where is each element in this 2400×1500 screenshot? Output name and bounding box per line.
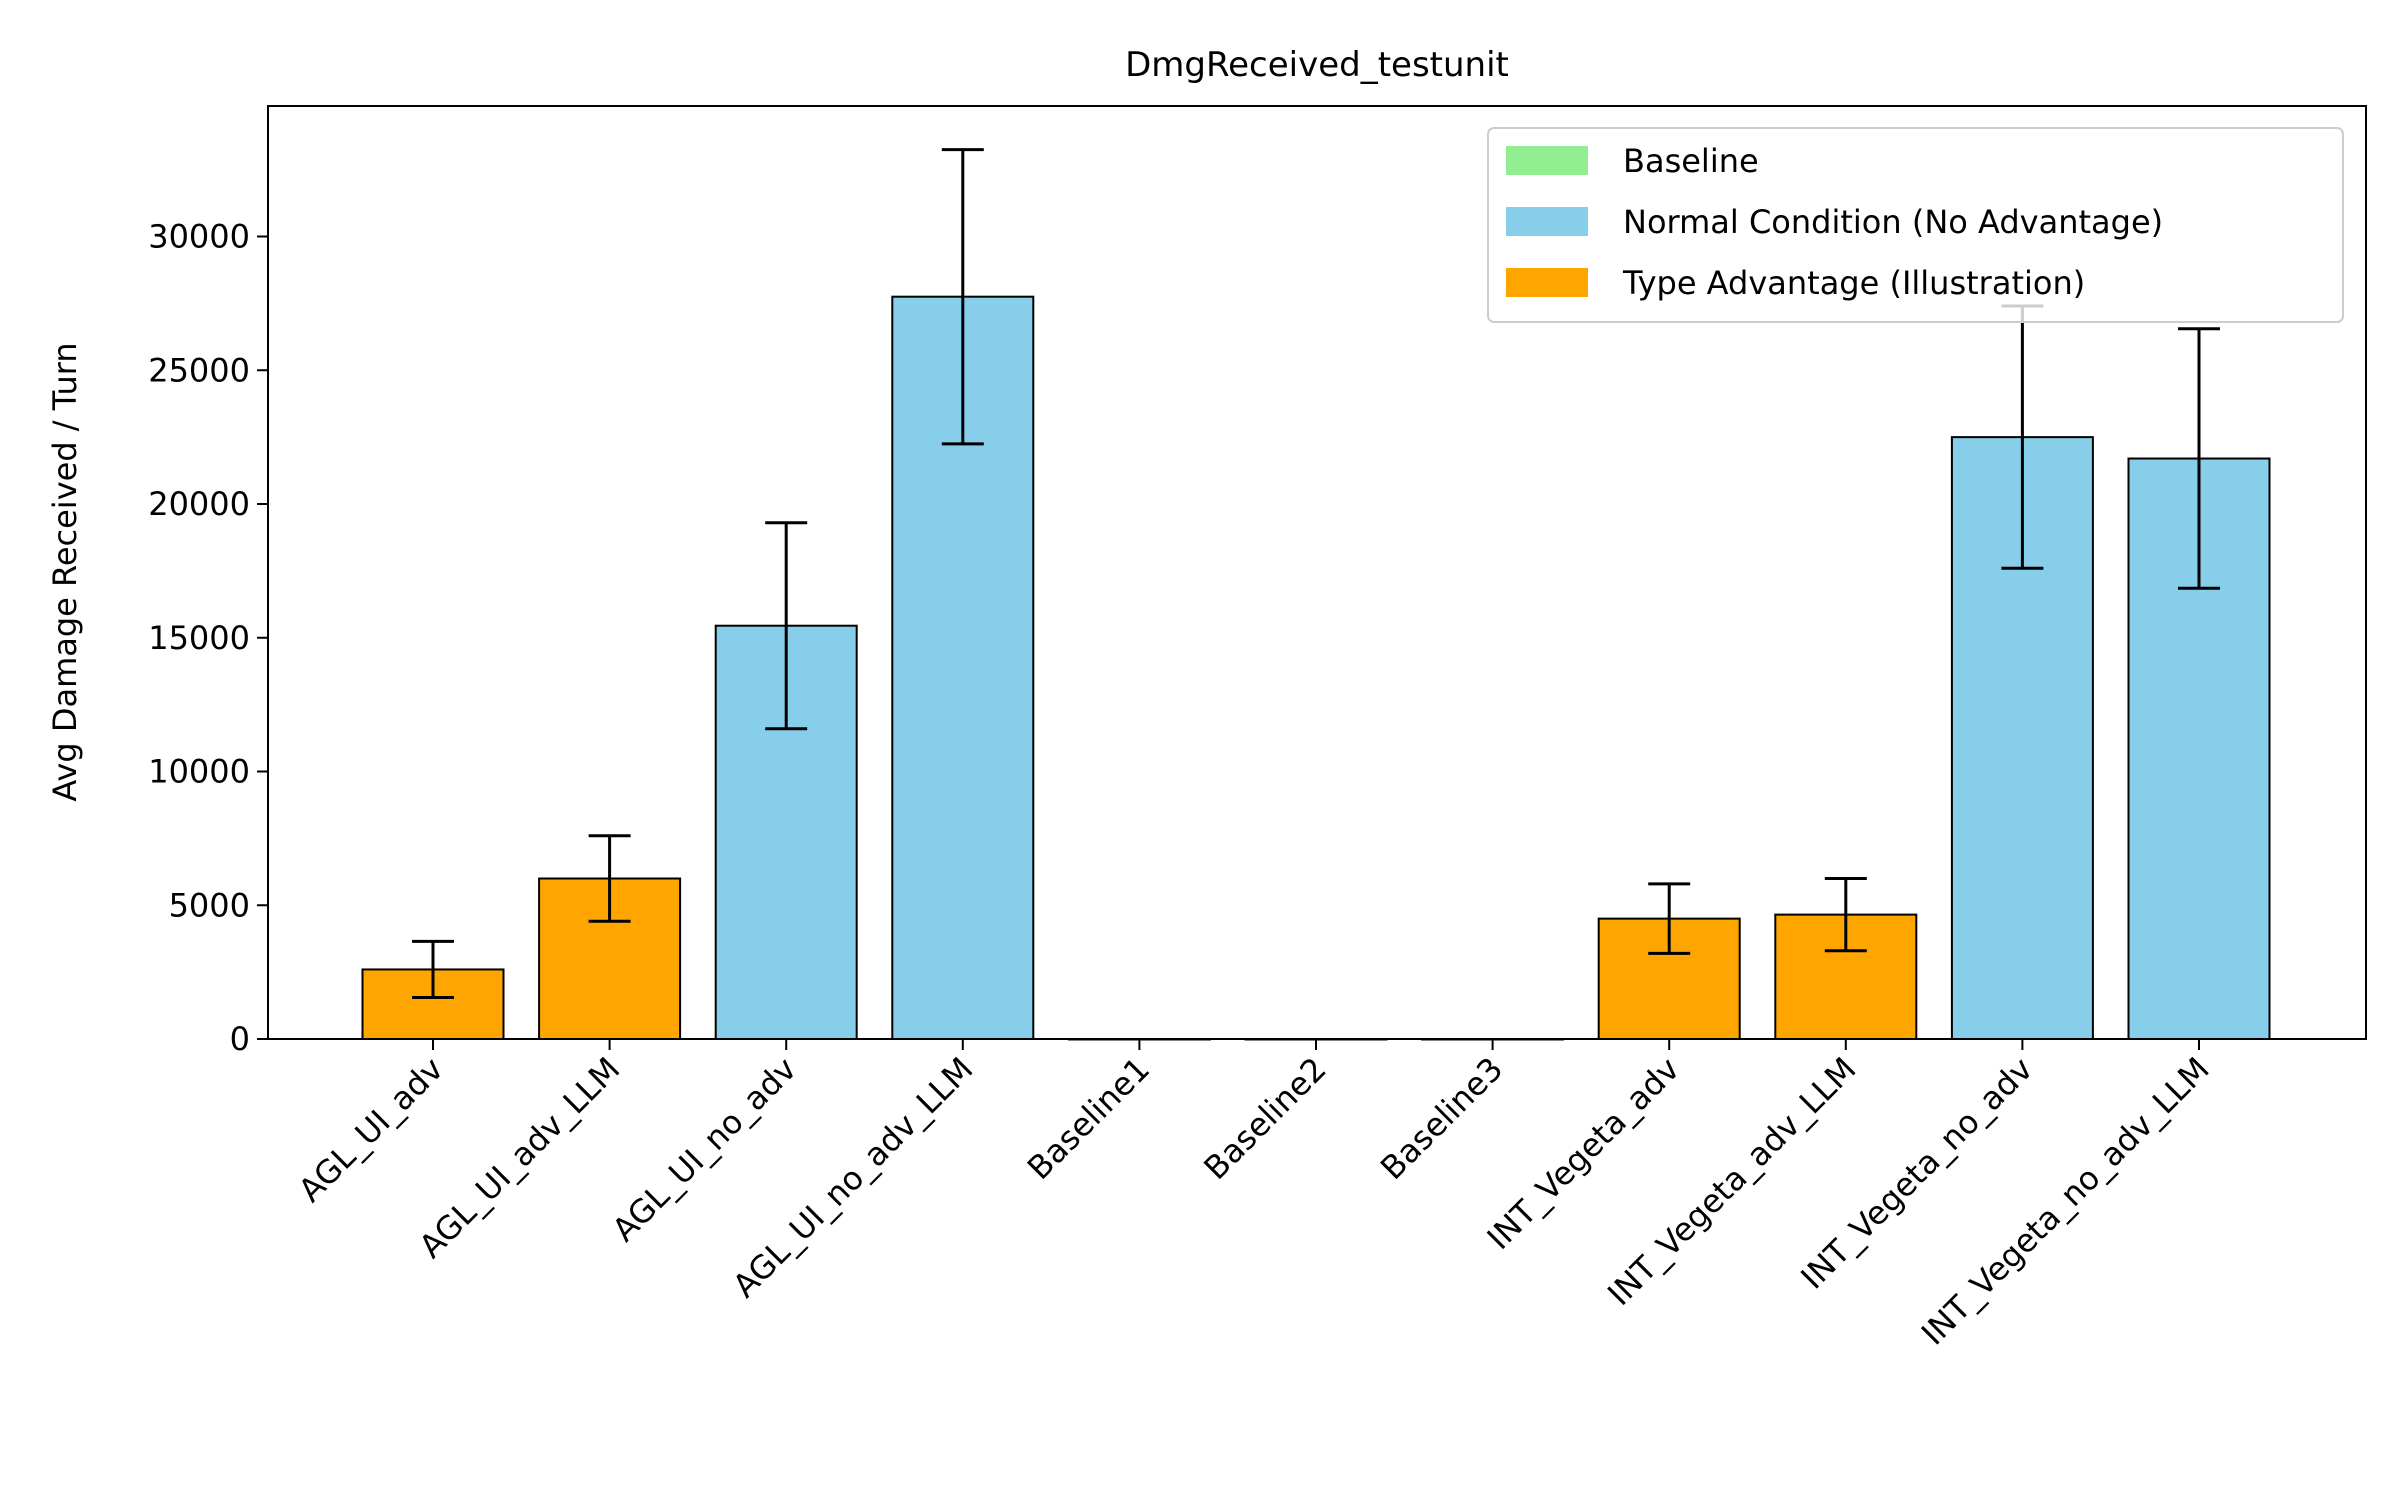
x-axis: AGL_UI_advAGL_UI_adv_LLMAGL_UI_no_advAGL… [291,1039,2217,1353]
y-tick-label: 5000 [169,886,250,924]
legend-swatch [1506,268,1588,297]
y-axis: 0 5000 10000 15000 20000 25000 30000 [148,218,268,1058]
error-bar [941,148,984,446]
y-tick-label: 25000 [148,351,250,389]
bars-group [361,295,2271,1041]
x-tick-label: INT_Vegeta_no_adv_LLM [1914,1050,2217,1353]
legend-label: Normal Condition (No Advantage) [1623,203,2163,241]
x-tick-label: Baseline2 [1196,1050,1333,1187]
legend-swatch [1506,146,1588,175]
legend-entry: Baseline [1506,142,1759,180]
legend-entry: Type Advantage (Illustration) [1506,264,2085,302]
y-tick-label: 15000 [148,619,250,657]
legend-entry: Normal Condition (No Advantage) [1506,203,2163,241]
x-tick-label: AGL_UI_adv [291,1050,451,1210]
error-bar [2178,327,2220,590]
legend: Baseline Normal Condition (No Advantage) T… [1487,127,2344,323]
error-bar [412,939,454,1000]
y-axis-label: Avg Damage Received / Turn [46,342,84,801]
legend-swatch [1506,207,1588,236]
y-tick-label: 30000 [148,218,250,256]
x-tick-label: AGL_UI_no_adv [605,1050,804,1249]
chart-title: DmgReceived_testunit [1125,45,1509,85]
legend-label: Baseline [1623,142,1759,180]
x-tick-label: INT_Vegeta_adv [1480,1050,1687,1257]
legend-label: Type Advantage (Illustration) [1622,264,2085,302]
error-bar [765,521,808,731]
y-tick-label: 0 [230,1020,250,1058]
error-bar [1648,882,1691,955]
legend-frame [1487,127,2344,323]
x-tick-label: Baseline1 [1020,1050,1157,1187]
error-bar [588,834,631,923]
y-tick-label: 20000 [148,485,250,523]
y-tick-label: 10000 [148,753,250,791]
error-bar [1824,877,1867,953]
error-bars-group [412,148,2220,1000]
x-tick-label: Baseline3 [1373,1050,1510,1187]
